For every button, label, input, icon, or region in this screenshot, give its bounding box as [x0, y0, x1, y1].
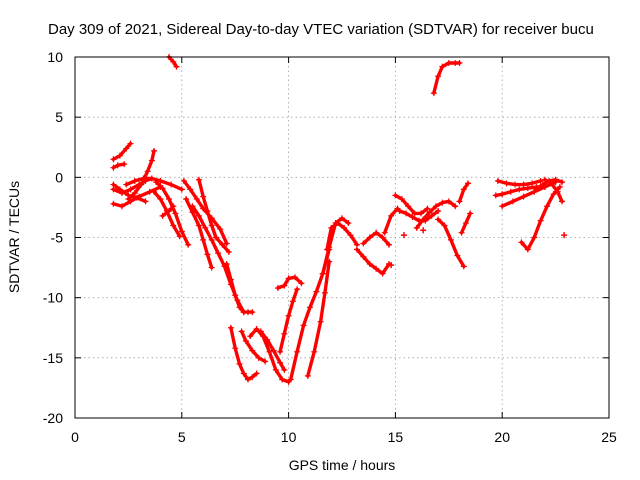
markers-track-26 [319, 215, 352, 277]
series-track-21 [278, 287, 299, 354]
y-tick-label: 0 [55, 169, 63, 185]
markers-track-12 [180, 177, 230, 247]
markers-track-14 [195, 176, 232, 255]
markers-track-30 [392, 192, 431, 217]
markers-track-20 [257, 328, 288, 373]
markers-track-13 [183, 195, 215, 271]
y-tick-label: 5 [55, 109, 63, 125]
markers-track-42 [533, 176, 566, 193]
x-tick-label: 0 [71, 429, 79, 445]
series-track-25 [325, 221, 359, 252]
chart-title: Day 309 of 2021, Sidereal Day-to-day VTE… [48, 21, 594, 38]
markers-track-36 [430, 60, 463, 97]
markers-track-27 [353, 246, 392, 277]
markers-track-8 [153, 179, 192, 248]
data-point [388, 262, 395, 269]
series-track-8 [154, 180, 190, 247]
y-axis-label: SDTVAR / TECUs [6, 181, 22, 293]
grid-lines [75, 57, 609, 418]
x-axis-label: GPS time / hours [289, 457, 396, 473]
tick-labels: 0 5 10 15 20 25 -20 -15 -10 -5 0 5 10 [43, 49, 617, 445]
series-track-13 [184, 197, 214, 270]
markers-track-33 [435, 216, 467, 270]
series-track-23 [306, 259, 331, 378]
y-tick-label: -20 [43, 410, 63, 426]
markers-track-10 [159, 203, 177, 219]
markers-track-34 [456, 180, 472, 205]
x-tick-label: 15 [388, 429, 404, 445]
data-point [420, 227, 427, 234]
markers-track-7 [123, 175, 185, 193]
markers-track-16 [223, 260, 256, 316]
markers-track-37 [494, 177, 544, 188]
y-tick-label: -15 [43, 350, 63, 366]
markers-track-29 [381, 205, 401, 236]
data-point [561, 232, 568, 239]
y-tick-label: -5 [51, 230, 64, 246]
axis-ticks [74, 56, 610, 419]
data-traces [110, 54, 568, 385]
series-track-1 [111, 141, 133, 161]
markers-track-18 [238, 328, 269, 365]
markers-track-40 [518, 183, 563, 253]
x-tick-label: 25 [601, 429, 617, 445]
series-track-27 [355, 247, 391, 276]
markers-track-21 [277, 286, 301, 355]
markers-track-23 [304, 258, 333, 379]
markers-track-41 [541, 176, 566, 205]
x-tick-label: 5 [178, 429, 186, 445]
markers-track-17 [227, 324, 260, 383]
x-tick-label: 20 [494, 429, 510, 445]
markers-track-28 [360, 229, 392, 248]
markers-track-31 [396, 208, 442, 224]
data-point [400, 232, 407, 239]
markers-track-5 [110, 181, 149, 205]
markers-track-1 [110, 140, 134, 163]
markers-track-6 [125, 147, 158, 202]
markers-track-24 [274, 274, 305, 292]
x-tick-label: 10 [281, 429, 297, 445]
markers-track-32 [413, 198, 459, 231]
markers-track-2 [110, 161, 128, 171]
markers-track-35 [458, 210, 474, 236]
y-tick-label: -10 [43, 290, 63, 306]
y-tick-label: 10 [47, 49, 63, 65]
series-track-39 [500, 180, 558, 208]
